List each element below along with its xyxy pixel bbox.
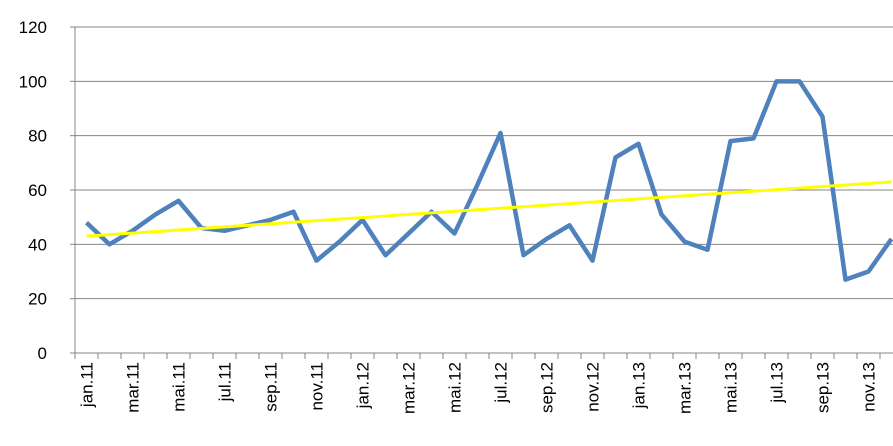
x-tick-label: mar.12	[400, 362, 419, 414]
x-tick-label: jul.11	[216, 362, 235, 402]
x-tick-label: mai.12	[446, 362, 465, 413]
x-tick-label: mai.13	[722, 362, 741, 413]
x-tick-label: sep.12	[538, 362, 557, 413]
y-tick-label: 120	[19, 18, 47, 37]
x-tick-label: mar.13	[676, 362, 695, 414]
y-tick-label: 80	[28, 127, 47, 146]
x-tick-label: jan.12	[354, 362, 373, 409]
x-tick-label: jul.12	[492, 362, 511, 404]
x-tick-label: mar.11	[124, 362, 143, 413]
x-tick-label: nov.12	[584, 362, 603, 412]
x-tick-label: jan.13	[630, 362, 649, 409]
x-tick-label: jul.13	[768, 362, 787, 404]
y-tick-label: 40	[28, 235, 47, 254]
x-tick-label: sep.11	[262, 362, 281, 412]
x-tick-label: sep.13	[814, 362, 833, 413]
x-tick-label: mai.11	[170, 362, 189, 412]
y-tick-label: 100	[19, 72, 47, 91]
plot	[84, 79, 893, 282]
data-line	[84, 79, 893, 282]
x-tick-label: nov.13	[860, 362, 879, 412]
y-tick-label: 60	[28, 181, 47, 200]
trendline	[86, 180, 892, 238]
x-tick-label: jan.11	[78, 362, 97, 408]
y-tick-label: 0	[38, 344, 47, 363]
x-tick-label: nov.11	[308, 362, 327, 411]
y-tick-label: 20	[28, 290, 47, 309]
